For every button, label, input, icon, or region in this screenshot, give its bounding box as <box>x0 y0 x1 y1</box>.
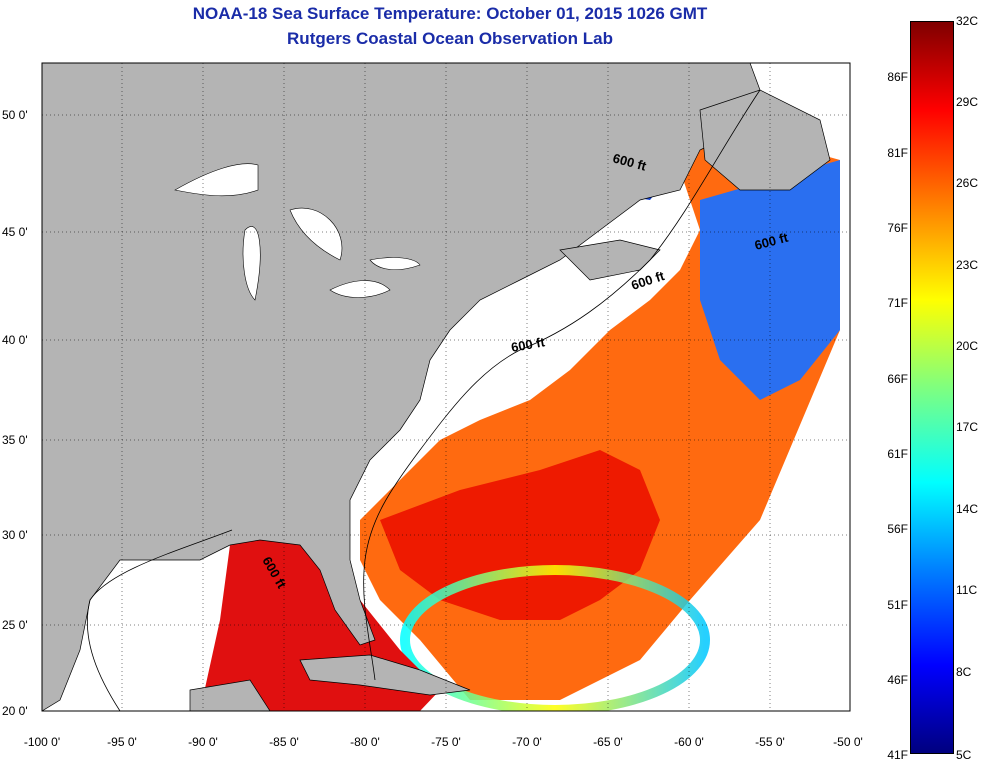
land-cuba <box>299 654 471 696</box>
lat-tick-label: 40 0' <box>2 333 28 347</box>
temperature-colorbar <box>910 21 954 754</box>
colorbar-c-label: 8C <box>956 665 972 679</box>
sst-warm-eddy <box>400 565 710 711</box>
lat-tick-label: 25 0' <box>2 618 28 632</box>
colorbar-f-label: 81F <box>887 146 908 160</box>
lon-tick-label: -60 0' <box>674 735 704 749</box>
lat-tick-label: 35 0' <box>2 433 28 447</box>
lat-tick-label: 30 0' <box>2 528 28 542</box>
colorbar-f-label: 76F <box>887 221 908 235</box>
chart-title: NOAA-18 Sea Surface Temperature: October… <box>192 4 708 23</box>
map-frame <box>41 62 851 712</box>
land-north-america <box>42 63 761 711</box>
graticule <box>42 63 850 711</box>
sst-swath-red <box>380 450 660 620</box>
colorbar-f-label: 71F <box>887 296 908 310</box>
colorbar-c-label: 23C <box>956 258 979 272</box>
great-lakes <box>174 163 421 301</box>
lon-tick-label: -50 0' <box>833 735 863 749</box>
chart-subtitle: Rutgers Coastal Ocean Observation Lab <box>287 29 613 48</box>
colorbar-f-label: 66F <box>887 372 908 386</box>
lon-tick-label: -90 0' <box>188 735 218 749</box>
lat-tick-label: 20 0' <box>2 704 28 718</box>
lon-tick-label: -75 0' <box>431 735 461 749</box>
colorbar-c-label: 17C <box>956 420 979 434</box>
lon-tick-label: -95 0' <box>107 735 137 749</box>
colorbar-f-label: 51F <box>887 598 908 612</box>
colorbar-c-label: 11C <box>956 583 978 597</box>
lat-tick-label: 50 0' <box>2 108 28 122</box>
lon-tick-label: -55 0' <box>755 735 785 749</box>
colorbar-c-label: 20C <box>956 339 979 353</box>
colorbar-f-label: 41F <box>887 748 908 762</box>
contour-label: 600 ft <box>510 334 547 355</box>
lon-tick-label: -80 0' <box>350 735 380 749</box>
colorbar-f-label: 56F <box>887 522 908 536</box>
colorbar-f-label: 61F <box>887 447 908 461</box>
colorbar-c-label: 14C <box>956 502 979 516</box>
colorbar-c-label: 26C <box>956 176 979 190</box>
colorbar-c-label: 32C <box>956 14 979 28</box>
lon-tick-label: -100 0' <box>23 735 61 749</box>
lon-tick-label: -70 0' <box>512 735 542 749</box>
lat-tick-label: 45 0' <box>2 225 28 239</box>
depth-contour-600ft <box>86 89 761 711</box>
lon-tick-label: -65 0' <box>593 735 623 749</box>
colorbar-c-label: 29C <box>956 95 979 109</box>
colorbar-c-label: 5C <box>956 748 972 762</box>
colorbar-f-label: 46F <box>887 673 908 687</box>
land-yucatan <box>189 679 271 711</box>
lon-tick-label: -85 0' <box>269 735 299 749</box>
colorbar-f-label: 86F <box>887 70 908 84</box>
